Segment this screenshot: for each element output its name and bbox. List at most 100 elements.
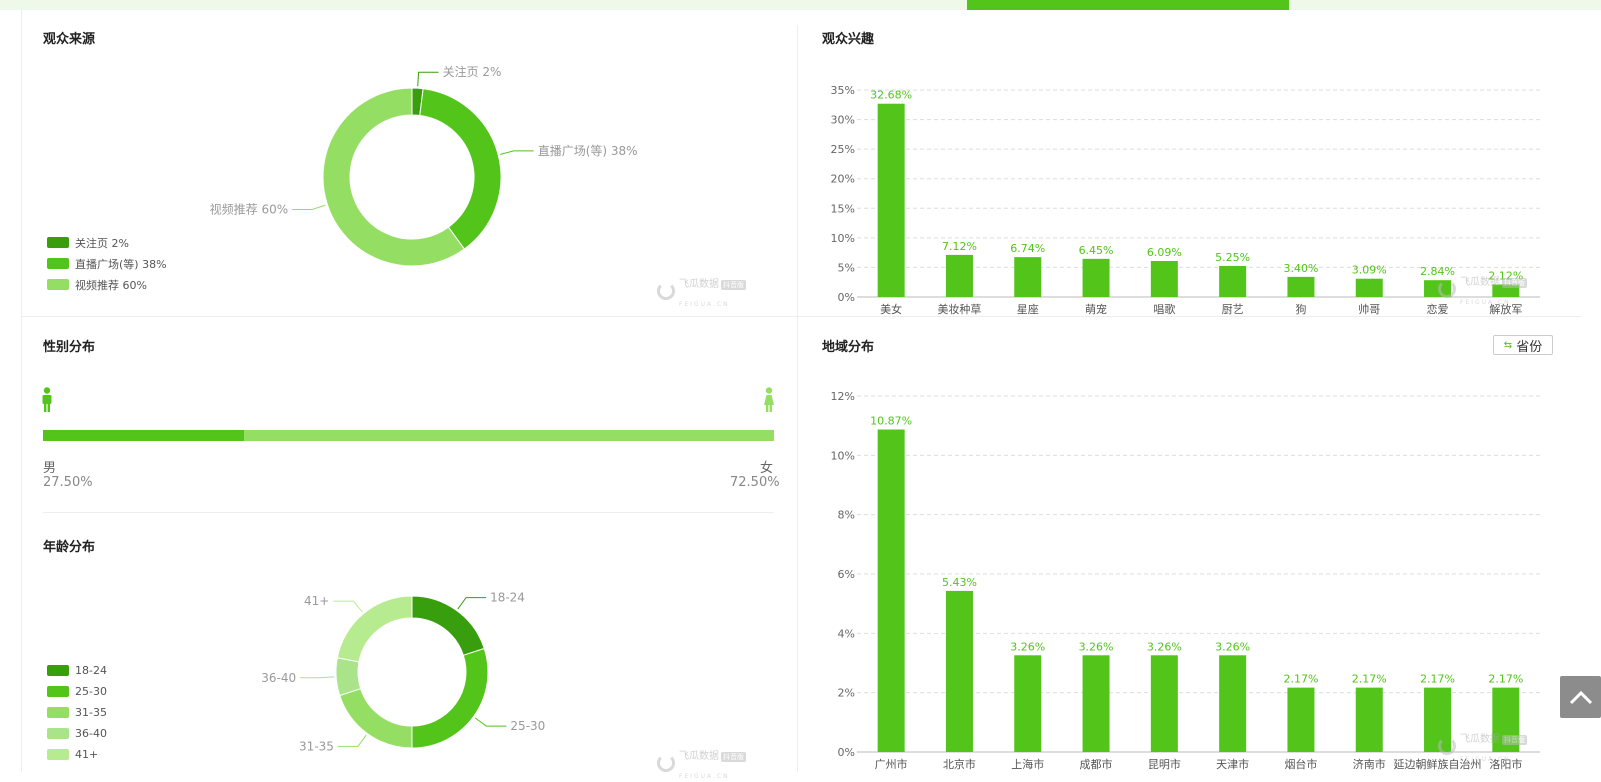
age-leader-line (300, 676, 335, 679)
watermark-interest: 飞瓜数据 抖音版 FEIGUA.CN (1438, 270, 1527, 308)
interest-bar[interactable] (1219, 265, 1247, 297)
region-bar[interactable] (1150, 655, 1178, 752)
source-label: 直播广场(等) 38% (538, 144, 638, 158)
interest-ytick-label: 25% (831, 143, 855, 156)
source-label: 视频推荐 60% (210, 201, 289, 216)
legend-swatch (47, 728, 69, 739)
interest-ytick-label: 0% (838, 291, 855, 304)
source-slice[interactable] (322, 87, 466, 267)
legend-item[interactable]: 关注页 2% (47, 232, 167, 253)
age-label: 25-30 (510, 719, 545, 733)
region-bar[interactable] (1014, 655, 1042, 752)
age-label: 31-35 (299, 739, 334, 753)
legend-item[interactable]: 18-24 (47, 660, 107, 681)
legend-swatch (47, 279, 69, 290)
region-value-label: 3.26% (1010, 640, 1045, 653)
interest-xtick-label: 美妆种草 (937, 302, 981, 316)
age-label: 36-40 (261, 671, 296, 685)
legend-item[interactable]: 直播广场(等) 38% (47, 253, 167, 274)
interest-panel-title: 观众兴趣 (822, 32, 875, 47)
age-slice[interactable] (339, 688, 413, 749)
region-bar-chart: 0% 2% 4% 6% 8% 10% 12% 10.87% 广州市 5.43% 北京市 3.26% 上海… (831, 390, 1540, 771)
watermark-age: 飞瓜数据 抖音版 FEIGUA.CN (657, 744, 746, 782)
interest-bar-chart: 0% 5% 10% 15% 20% 25% 30% 35% 32.68% 美女 7.12% 美妆种草 6… (831, 84, 1540, 316)
legend-item[interactable]: 41+ (47, 744, 107, 765)
age-slice[interactable] (411, 647, 489, 749)
back-to-top-button[interactable] (1560, 676, 1601, 718)
region-xtick-label: 烟台市 (1284, 757, 1317, 771)
watermark-logo-icon (1438, 737, 1456, 755)
interest-bar[interactable] (1355, 278, 1383, 297)
region-ytick-label: 10% (831, 449, 855, 462)
left-border (21, 10, 22, 772)
age-slice[interactable] (411, 595, 485, 656)
region-bar[interactable] (945, 590, 973, 752)
row-divider (21, 316, 1581, 317)
interest-bar[interactable] (1082, 258, 1110, 297)
region-xtick-label: 北京市 (943, 757, 976, 771)
interest-bar[interactable] (1150, 260, 1178, 297)
watermark-tag: 抖音版 (721, 280, 746, 290)
watermark-tag: 抖音版 (1502, 278, 1527, 288)
region-bar[interactable] (1355, 687, 1383, 752)
age-leader-line (333, 600, 363, 613)
region-xtick-label: 延边朝鲜族自治州 (1394, 757, 1482, 771)
region-value-label: 2.17% (1352, 673, 1387, 686)
interest-xtick-label: 星座 (1017, 302, 1039, 316)
watermark-logo-icon (657, 754, 675, 772)
region-value-label: 2.17% (1420, 673, 1455, 686)
watermark-logo-icon (657, 282, 675, 300)
interest-ytick-label: 10% (831, 232, 855, 245)
age-slice[interactable] (336, 595, 413, 663)
legend-item[interactable]: 25-30 (47, 681, 107, 702)
region-bar[interactable] (877, 429, 905, 752)
region-xtick-label: 天津市 (1216, 757, 1249, 771)
active-tab-indicator[interactable] (967, 0, 1289, 10)
legend-item[interactable]: 视频推荐 60% (47, 274, 167, 295)
legend-swatch (47, 237, 69, 248)
watermark: 飞瓜数据 抖音版 FEIGUA.CN (657, 272, 746, 310)
interest-bar[interactable] (1014, 257, 1042, 297)
watermark-sub: FEIGUA.CN (679, 773, 730, 780)
region-bar[interactable] (1082, 655, 1110, 752)
interest-value-label: 5.25% (1215, 251, 1250, 264)
interest-bar[interactable] (1287, 276, 1315, 297)
source-label: 关注页 2% (443, 64, 502, 79)
province-toggle-button[interactable]: ⇆ 省份 (1493, 335, 1553, 355)
region-xtick-label: 昆明市 (1148, 757, 1181, 771)
watermark-logo-icon (1438, 280, 1456, 298)
watermark-text: 飞瓜数据 (1460, 734, 1500, 745)
age-slice[interactable] (335, 657, 362, 697)
interest-xtick-label: 狗 (1295, 303, 1306, 316)
interest-ytick-label: 30% (831, 114, 855, 127)
age-panel-title: 年龄分布 (43, 540, 96, 555)
interest-value-label: 6.09% (1147, 246, 1182, 259)
region-ytick-label: 2% (838, 687, 855, 700)
interest-bar[interactable] (945, 254, 973, 297)
chevron-up-icon (1569, 690, 1592, 705)
interest-xtick-label: 唱歌 (1153, 302, 1175, 316)
interest-ytick-label: 15% (831, 202, 855, 215)
watermark-sub: FEIGUA.CN (1460, 756, 1511, 763)
legend-swatch (47, 749, 69, 760)
region-ytick-label: 8% (838, 509, 855, 522)
legend-item[interactable]: 36-40 (47, 723, 107, 744)
source-slice[interactable] (419, 88, 502, 250)
male-icon (42, 387, 52, 412)
gender-panel-title: 性别分布 (43, 340, 96, 355)
legend-swatch (47, 707, 69, 718)
legend-label: 直播广场(等) 38% (75, 257, 167, 271)
region-panel-title: 地域分布 (822, 340, 875, 355)
interest-bar[interactable] (877, 103, 905, 297)
interest-ytick-label: 20% (831, 173, 855, 186)
age-label: 41+ (304, 594, 329, 608)
region-ytick-label: 4% (838, 627, 855, 640)
legend-item[interactable]: 31-35 (47, 702, 107, 723)
gender-bar-male (43, 430, 245, 441)
legend-label: 36-40 (75, 727, 107, 740)
region-bar[interactable] (1287, 687, 1315, 752)
toggle-icon: ⇆ (1503, 339, 1513, 351)
region-xtick-label: 济南市 (1353, 757, 1386, 771)
source-leader-line (417, 71, 439, 87)
region-bar[interactable] (1219, 655, 1247, 752)
